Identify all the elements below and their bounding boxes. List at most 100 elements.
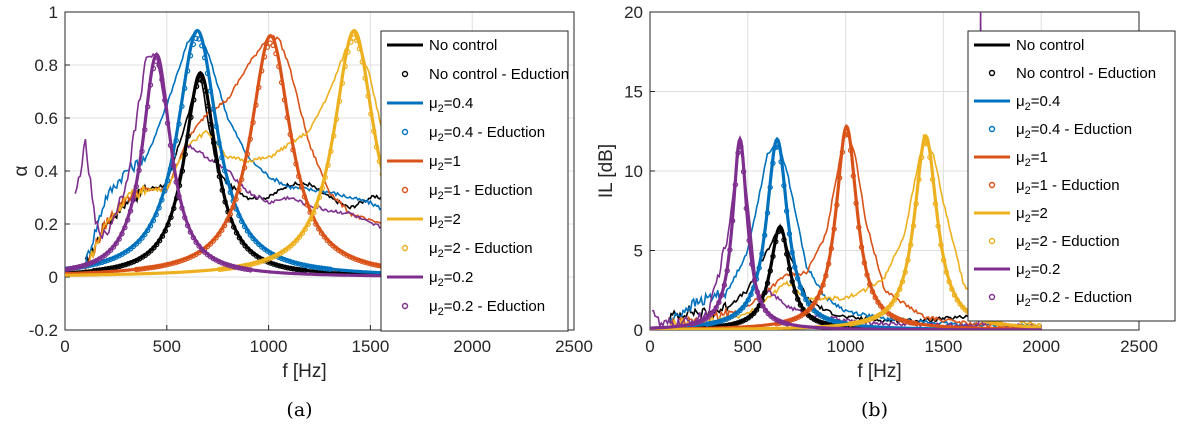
eduction-point: [281, 256, 288, 263]
legend-label: μ2=1 - Eduction: [1016, 177, 1120, 197]
eduction-markers: [688, 144, 791, 327]
eduction-point: [210, 238, 216, 244]
legend-entry: μ2=1: [387, 153, 461, 173]
eduction-point: [107, 247, 114, 253]
eduction-point: [190, 234, 196, 241]
eduction-point: [150, 65, 157, 72]
eduction-point: [165, 221, 171, 228]
eduction-point: [831, 226, 837, 232]
eduction-point: [361, 259, 367, 265]
eduction-point: [193, 239, 199, 245]
legend-label: μ2=2 - Eduction: [429, 240, 533, 260]
eduction-point: [793, 315, 799, 321]
eduction-point: [184, 255, 191, 262]
eduction-point: [147, 82, 154, 88]
legend-entry: μ2=0.4 - Eduction: [401, 124, 545, 144]
x-tick-label: 1500: [924, 337, 962, 356]
eduction-point: [179, 257, 185, 264]
eduction-point: [159, 263, 165, 269]
eduction-point: [759, 250, 765, 257]
eduction-point: [196, 243, 202, 249]
eduction-point: [128, 260, 134, 266]
eduction-point: [162, 188, 168, 194]
eduction-point: [902, 318, 909, 324]
eduction-point: [850, 320, 856, 327]
eduction-point: [775, 228, 782, 235]
eduction-point: [293, 161, 299, 167]
x-tick-label: 1000: [250, 337, 288, 356]
eduction-point: [313, 221, 319, 227]
eduction-point: [321, 234, 328, 240]
eduction-point: [153, 211, 159, 218]
eduction-point: [891, 297, 898, 303]
eduction-point: [248, 261, 254, 267]
eduction-point: [767, 268, 774, 274]
eduction-point: [230, 263, 236, 270]
legend-entry: μ2=0.4: [974, 93, 1060, 113]
eduction-point: [908, 319, 914, 326]
legend-entry: μ2=0.2 - Eduction: [401, 298, 545, 318]
eduction-point: [304, 202, 310, 208]
legend-entry: μ2=2: [387, 211, 461, 231]
eduction-point: [845, 131, 851, 138]
eduction-point: [82, 262, 88, 268]
y-tick-label: 5: [634, 242, 643, 261]
legend-label: No control - Eduction: [429, 66, 569, 83]
eduction-point: [764, 280, 771, 286]
eduction-point: [822, 315, 828, 321]
eduction-point: [179, 205, 185, 211]
measured-curve: [74, 51, 412, 246]
eduction-point: [142, 231, 148, 238]
eduction-point: [715, 319, 721, 325]
model-line: [650, 135, 1042, 330]
eduction-point: [213, 157, 220, 164]
legend-label: μ2=0.4 - Eduction: [429, 124, 545, 144]
eduction-point: [773, 238, 779, 245]
legend-label: μ2=0.2: [429, 269, 473, 289]
eduction-point: [193, 83, 200, 90]
eduction-point: [167, 166, 174, 172]
eduction-point: [778, 227, 784, 234]
eduction-point: [284, 114, 290, 121]
x-tick-label: 500: [734, 337, 762, 356]
eduction-point: [301, 193, 308, 200]
eduction-point: [273, 50, 279, 57]
eduction-point: [153, 58, 159, 64]
eduction-point: [288, 265, 294, 271]
eduction-point: [244, 266, 251, 273]
eduction-point: [199, 43, 205, 49]
eduction-point: [259, 258, 266, 264]
eduction-point: [727, 247, 733, 253]
legend-entry: μ2=0.4 - Eduction: [988, 121, 1132, 141]
eduction-point: [704, 321, 710, 327]
eduction-point: [825, 316, 831, 322]
eduction-point: [867, 281, 873, 287]
eduction-point: [150, 217, 157, 224]
eduction-point: [325, 162, 331, 168]
eduction-point: [79, 263, 85, 269]
eduction-point: [373, 262, 379, 268]
eduction-point: [238, 265, 245, 272]
y-tick-label: 0.2: [34, 215, 58, 234]
eduction-point: [168, 214, 174, 220]
eduction-point: [797, 284, 804, 290]
eduction-point: [219, 187, 225, 193]
eduction-point: [224, 217, 231, 223]
eduction-point: [935, 223, 941, 229]
eduction-point: [365, 93, 371, 99]
eduction-point: [221, 222, 228, 229]
eduction-point: [241, 223, 248, 230]
eduction-point: [256, 84, 262, 91]
eduction-point: [784, 321, 791, 327]
eduction-point: [244, 151, 251, 157]
eduction-point: [830, 318, 836, 324]
eduction-point: [148, 247, 154, 254]
eduction-point: [296, 267, 302, 273]
eduction-point: [113, 240, 120, 247]
eduction-markers: [704, 144, 850, 327]
eduction-point: [770, 160, 776, 166]
legend: No control No control - Eduction μ2=0.4 μ2=…: [380, 30, 569, 332]
eduction-point: [856, 224, 862, 231]
eduction-point: [938, 242, 944, 248]
eduction-point: [347, 254, 353, 260]
